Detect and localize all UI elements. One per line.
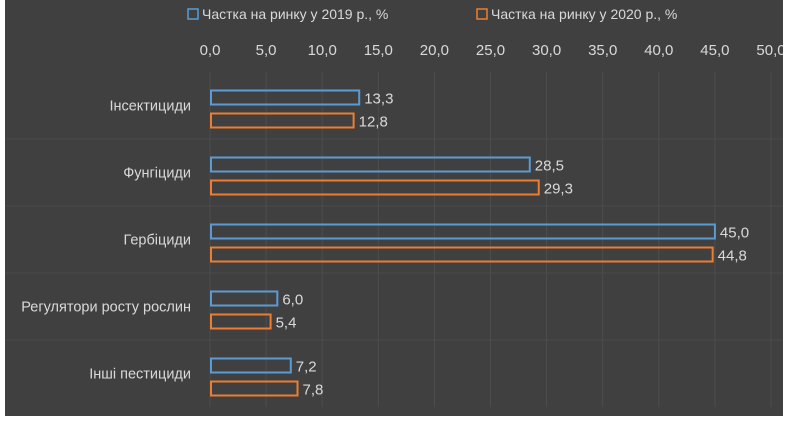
data-label: 5,4: [276, 315, 297, 332]
bar-2020: [210, 112, 355, 129]
data-label: 29,3: [544, 181, 573, 198]
x-tick-label: 50,0: [756, 42, 783, 59]
data-label: 13,3: [364, 91, 393, 108]
category-label: Інші пестициди: [89, 367, 191, 383]
bar-2019: [210, 156, 531, 173]
data-label: 7,2: [296, 359, 317, 376]
data-label: 28,5: [535, 158, 564, 175]
x-tick-label: 30,0: [532, 42, 561, 59]
category-label: Регулятори росту рослин: [21, 300, 191, 316]
legend-swatch-2019: [187, 8, 199, 20]
x-tick-label: 40,0: [644, 42, 673, 59]
category-label: Інсектициди: [109, 99, 191, 115]
data-label: 12,8: [359, 114, 388, 131]
x-tick-label: 25,0: [476, 42, 505, 59]
data-label: 45,0: [720, 225, 749, 242]
x-tick-label: 35,0: [588, 42, 617, 59]
bar-2019: [210, 290, 279, 307]
x-tick-label: 15,0: [364, 42, 393, 59]
x-tick-label: 10,0: [308, 42, 337, 59]
legend-label: Частка на ринку у 2019 р., %: [202, 6, 388, 22]
chart-area: 0,0 5,0 10,0 15,0 20,0 25,0 30,0 35,0 40,0 45,0 50…: [5, 0, 786, 416]
category-label: Гербіциди: [123, 233, 191, 249]
legend-label: Частка на ринку у 2020 р., %: [491, 6, 677, 22]
x-tick-label: 45,0: [700, 42, 729, 59]
bar-2020: [210, 246, 714, 263]
data-label: 7,8: [303, 382, 324, 399]
x-tick-label: 0,0: [200, 42, 221, 59]
data-label: 44,8: [718, 248, 747, 265]
bar-chart: 0,0 5,0 10,0 15,0 20,0 25,0 30,0 35,0 40,0 45,0 50…: [5, 6, 786, 407]
bar-2019: [210, 89, 361, 106]
bar-2020: [210, 179, 540, 196]
bar-2019: [210, 357, 292, 374]
legend-swatch-2020: [476, 8, 488, 20]
bar-2020: [210, 380, 299, 397]
bar-2020: [210, 313, 272, 330]
data-label: 6,0: [282, 292, 303, 309]
x-tick-label: 20,0: [420, 42, 449, 59]
category-label: Фунгіциди: [123, 166, 191, 182]
x-tick-label: 5,0: [256, 42, 277, 59]
bar-2019: [210, 223, 716, 240]
